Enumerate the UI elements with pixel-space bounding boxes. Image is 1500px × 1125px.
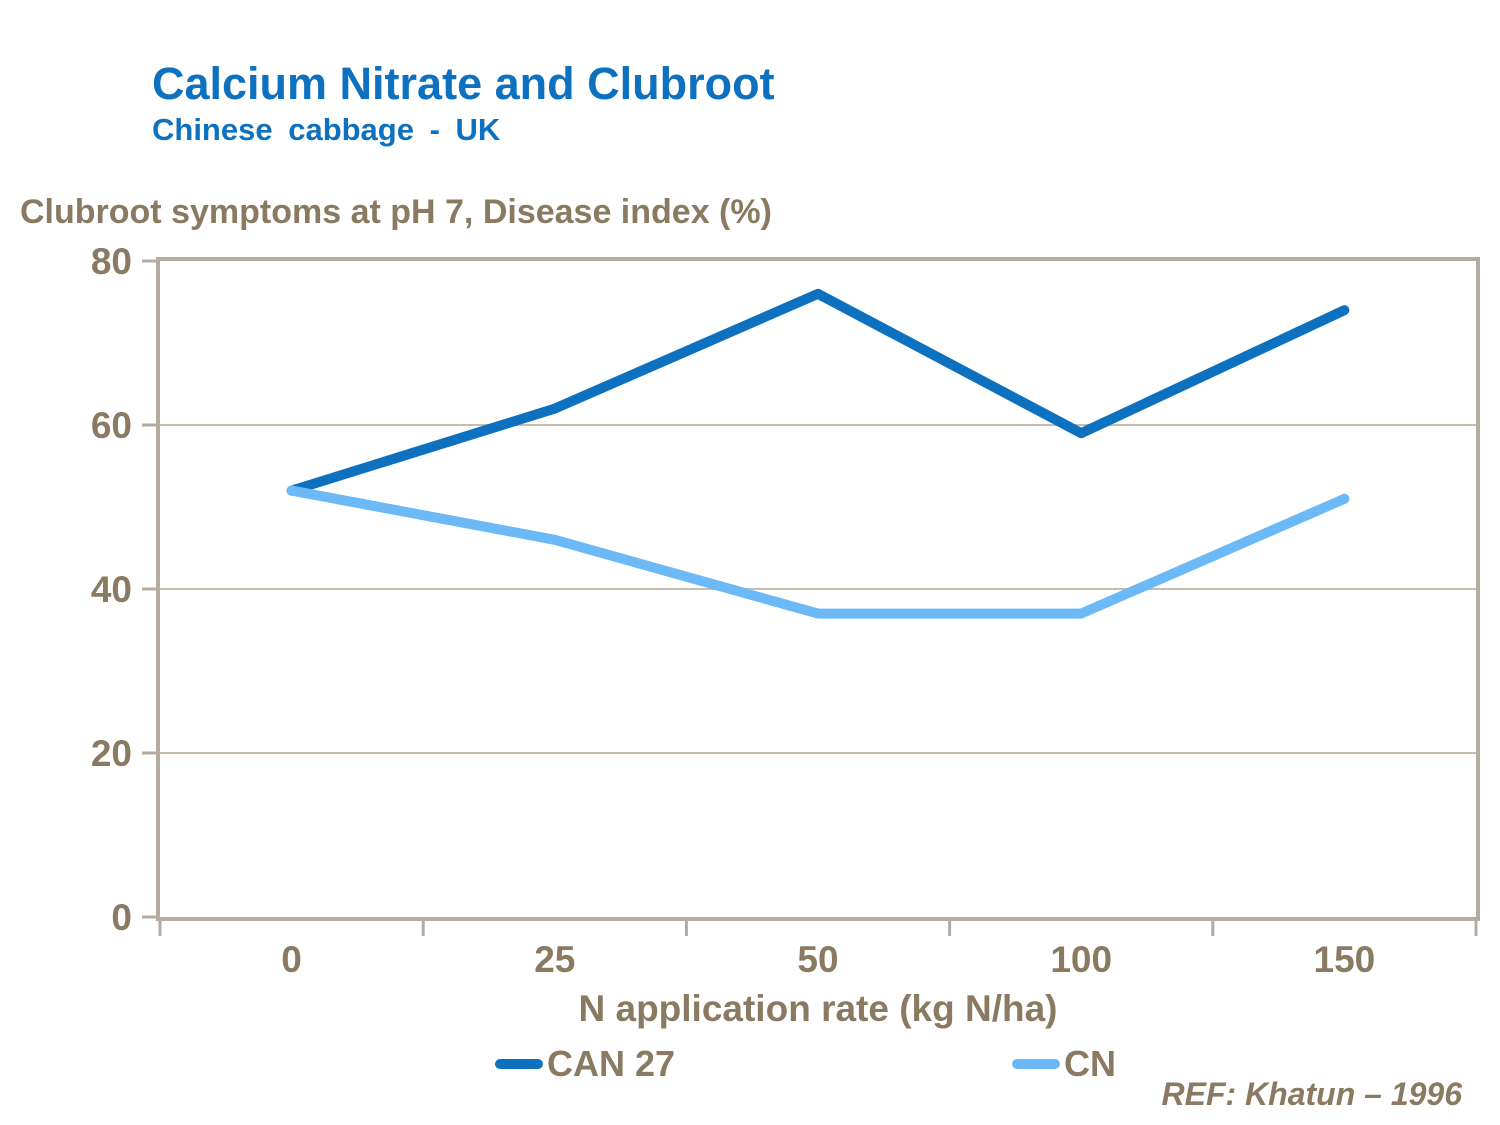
- x-tick-label: 100: [1050, 939, 1113, 980]
- x-axis-title: N application rate (kg N/ha): [578, 988, 1058, 1029]
- series-line-cn: [286, 485, 1350, 619]
- line-chart-canvas: [142, 259, 1478, 936]
- y-tick-label: 40: [90, 569, 132, 610]
- legend-swatch-cn: [1012, 1059, 1060, 1069]
- y-tick-label: 80: [90, 241, 132, 282]
- series-line-can-27: [286, 288, 1350, 496]
- y-tick-label: 0: [111, 897, 132, 938]
- y-tick-label: 20: [90, 733, 132, 774]
- legend-label-cn: CN: [1064, 1043, 1116, 1084]
- x-tick-label: 50: [797, 939, 839, 980]
- legend-swatch-can27: [495, 1059, 543, 1069]
- x-tick-label: 150: [1313, 939, 1376, 980]
- line-chart-plot-area: [142, 257, 1480, 936]
- legend-label-can27: CAN 27: [547, 1043, 676, 1084]
- reference-note: REF: Khatun – 1996: [1161, 1076, 1462, 1112]
- y-axis-title: Clubroot symptoms at pH 7, Disease index…: [20, 193, 772, 231]
- page-subtitle: Chinese cabbage - UK: [152, 112, 501, 147]
- x-tick-label: 0: [281, 939, 302, 980]
- y-tick-label: 60: [90, 405, 132, 446]
- page-title: Calcium Nitrate and Clubroot: [152, 58, 775, 109]
- x-tick-label: 25: [534, 939, 576, 980]
